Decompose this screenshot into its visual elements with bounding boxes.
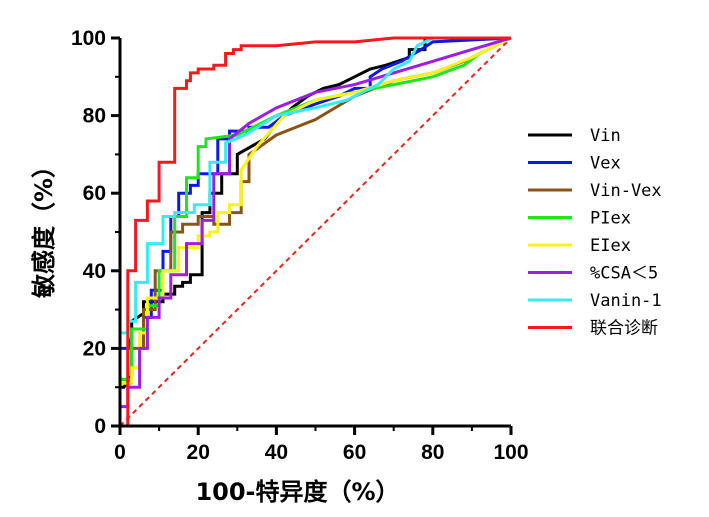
- legend-label-0: Vin: [590, 126, 621, 146]
- x-tick-label-0: 0: [114, 441, 126, 464]
- y-tick-label-0: 0: [94, 415, 106, 438]
- legend-label-1: Vex: [590, 154, 621, 174]
- series-line-1: [120, 38, 511, 348]
- x-axis-title: 100-特异度（%）: [195, 478, 399, 506]
- legend-label-6: Vanin-1: [590, 291, 662, 311]
- y-tick-label-2: 40: [83, 260, 106, 283]
- x-tick-label-3: 60: [343, 441, 366, 464]
- x-tick-label-4: 80: [421, 441, 444, 464]
- y-tick-label-5: 100: [71, 27, 106, 50]
- y-tick-label-1: 20: [83, 337, 106, 360]
- legend-label-3: PIex: [590, 209, 631, 229]
- series-line-6: [120, 38, 511, 333]
- legend: Vin Vex Vin-Vex PIex EIex %CSA＜5 Vanin-1 联合诊断: [528, 126, 662, 339]
- series-line-5: [120, 38, 511, 407]
- legend-label-2: Vin-Vex: [590, 181, 662, 201]
- y-tick-label-3: 60: [83, 182, 106, 205]
- legend-label-5: %CSA＜5: [590, 264, 658, 284]
- y-axis-title: 敏感度（%）: [30, 154, 58, 299]
- plot-area: [120, 38, 511, 426]
- y-tick-label-4: 80: [83, 105, 106, 128]
- x-tick-label-1: 20: [187, 441, 210, 464]
- x-tick-label-2: 40: [265, 441, 288, 464]
- legend-label-4: EIex: [590, 236, 631, 256]
- legend-label-7: 联合诊断: [590, 319, 658, 339]
- axes: 0 20 40 60 80 100 0 20 40 60 80 100: [71, 27, 529, 464]
- x-tick-label-5: 100: [493, 441, 528, 464]
